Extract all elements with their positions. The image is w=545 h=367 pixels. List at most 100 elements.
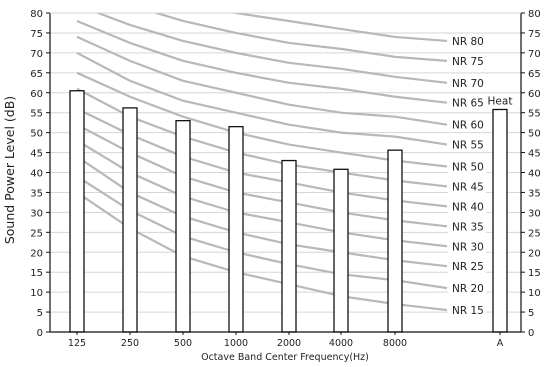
nr-curve-label: NR 30: [452, 241, 484, 253]
bar: [387, 149, 403, 333]
nr-curve-label: NR 45: [452, 181, 484, 193]
nr-curve-label: NR 50: [452, 162, 484, 174]
nr-label-bg: [448, 75, 486, 90]
y-tick-label-right: 50: [528, 129, 541, 140]
nr-curve-label: NR 60: [452, 120, 484, 132]
y-tick-label-right: 5: [528, 308, 534, 319]
y-tick-label-right: 75: [528, 29, 541, 40]
y-tick-label-right: 10: [528, 288, 541, 299]
y-tick-label-right: 30: [528, 208, 541, 219]
nr-curve-label: NR 75: [452, 56, 484, 68]
y-tick-label-left: 45: [30, 149, 43, 160]
bar: [175, 120, 191, 333]
y-axis-title: Sound Power Level (dB): [2, 96, 17, 244]
y-tick-label-right: 0: [528, 328, 534, 339]
x-tick-label: 8000: [383, 338, 407, 349]
nr-label-bg: [448, 303, 486, 318]
nr-label-bg: [448, 159, 486, 174]
bars: [69, 90, 508, 333]
bar: [492, 108, 508, 333]
nr-curve-line: [76, 71, 448, 168]
nr-label-bg: [448, 199, 486, 214]
bar: [281, 159, 297, 333]
y-tick-label-left: 50: [30, 129, 43, 140]
nr-curve-line: [76, 87, 448, 188]
y-tick-label-left: 75: [30, 29, 43, 40]
nr-curve-line: [76, 19, 448, 104]
nr-curve-line: [76, 155, 448, 268]
nr-label-bg: [448, 259, 486, 274]
nr-curve-line: [95, 13, 448, 84]
nr-curve-line: [76, 123, 448, 228]
nr-label-bg: [448, 219, 486, 234]
y-tick-label-left: 25: [30, 228, 43, 239]
nr-curve-line: [76, 139, 448, 248]
nr-label-bg: [448, 179, 486, 194]
y-tick-label-left: 55: [30, 109, 43, 120]
nr-curve-label: NR 20: [452, 283, 484, 295]
nr-curve-line: [76, 191, 448, 312]
y-tick-label-left: 5: [37, 308, 43, 319]
nr-curve-label: NR 25: [452, 261, 484, 273]
nr-label-bg: [448, 137, 486, 152]
y-tick-label-left: 0: [37, 328, 43, 339]
x-axis-title: Octave Band Center Frequency(Hz): [201, 352, 369, 363]
nr-label-bg: [448, 95, 486, 110]
y-tick-label-left: 40: [30, 169, 43, 180]
nr-label-bg: [448, 117, 486, 132]
y-tick-label-right: 20: [528, 248, 541, 259]
nr-label-bg: [448, 281, 486, 296]
y-tick-label-left: 35: [30, 188, 43, 199]
y-tick-label-left: 65: [30, 69, 43, 80]
y-tick-label-right: 40: [528, 169, 541, 180]
y-tick-label-left: 70: [30, 49, 43, 60]
x-tick-label: 2000: [277, 338, 301, 349]
y-tick-label-left: 20: [30, 248, 43, 259]
y-tick-label-right: 65: [528, 69, 541, 80]
nr-label-bg: [448, 33, 486, 48]
x-tick-label: 4000: [329, 338, 353, 349]
bar: [69, 90, 85, 333]
x-tick-label: 1000: [224, 338, 248, 349]
y-tick-label-right: 55: [528, 109, 541, 120]
bar: [333, 168, 349, 333]
nr-curve-label: NR 55: [452, 140, 484, 152]
y-tick-label-right: 60: [528, 89, 541, 100]
nr-curve-line: [76, 35, 448, 126]
nr-curves: [76, 13, 448, 312]
axes: [46, 12, 525, 335]
y-tick-label-right: 70: [528, 49, 541, 60]
nr-curve-line: [76, 175, 448, 290]
nr-curve-line: [76, 107, 448, 208]
nr-curve-line: [231, 13, 448, 43]
nr-curve-line: [76, 51, 448, 146]
nr-curve-label: NR 80: [452, 36, 484, 48]
y-tick-label-left: 60: [30, 89, 43, 100]
nr-curve-label: NR 40: [452, 201, 484, 213]
nr-label-bg: [448, 239, 486, 254]
y-tick-label-left: 80: [30, 9, 43, 20]
nr-curve-label: NR 65: [452, 98, 484, 110]
y-tick-label-right: 45: [528, 149, 541, 160]
nr-curve-line: [152, 13, 448, 62]
x-tick-label: 500: [174, 338, 192, 349]
y-tick-label-left: 15: [30, 268, 43, 279]
nr-curve-label: NR 35: [452, 221, 484, 233]
nr-curve-label: NR 70: [452, 78, 484, 90]
y-tick-label-left: 10: [30, 288, 43, 299]
annotation-heat: Heat: [488, 95, 513, 107]
y-tick-label-right: 25: [528, 228, 541, 239]
nr-curve-label: NR 15: [452, 305, 484, 317]
y-tick-label-right: 35: [528, 188, 541, 199]
nr-label-bg: [448, 53, 486, 68]
y-tick-label-left: 30: [30, 208, 43, 219]
y-tick-label-right: 80: [528, 9, 541, 20]
x-tick-label: 250: [121, 338, 139, 349]
x-tick-label: 125: [68, 338, 86, 349]
bar: [122, 107, 138, 333]
bar: [228, 125, 244, 333]
nr-curve-group: [76, 13, 448, 312]
y-tick-label-right: 15: [528, 268, 541, 279]
